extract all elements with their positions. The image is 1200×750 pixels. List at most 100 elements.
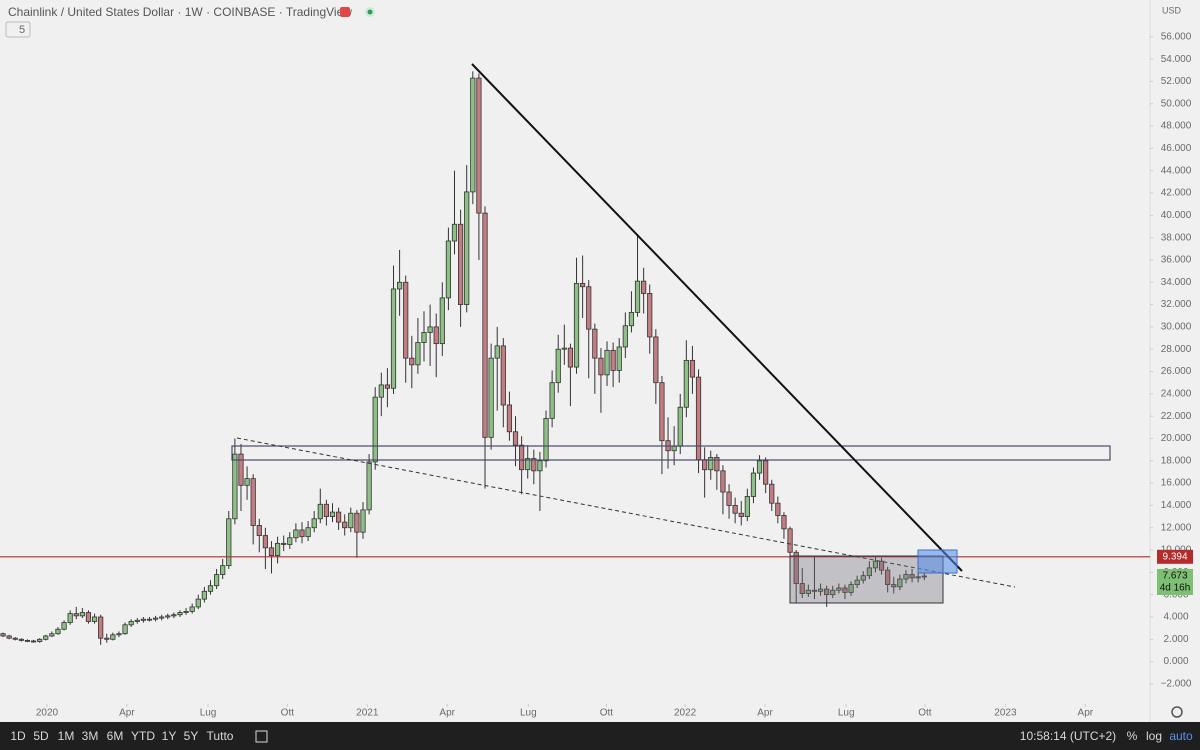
target-box — [917, 549, 958, 574]
candle-body — [281, 542, 287, 545]
y-tick-label: 14.000 — [1161, 500, 1192, 511]
candle-body — [458, 223, 464, 305]
candle-body — [335, 511, 342, 523]
y-tick-label: 30.000 — [1161, 322, 1192, 333]
candle-body — [842, 587, 848, 593]
candle-body — [24, 640, 31, 642]
settings-gear[interactable] — [1171, 706, 1183, 718]
candle-body — [860, 575, 866, 581]
candle-body — [824, 588, 830, 596]
candle-body — [580, 282, 586, 288]
range-button[interactable]: 3M — [82, 729, 99, 743]
candle-body — [647, 293, 653, 338]
candle-body — [104, 637, 110, 640]
candle-body — [43, 635, 49, 640]
y-tick-label: 2.000 — [1163, 634, 1188, 645]
candle-body — [317, 503, 323, 520]
range-button[interactable]: 1Y — [162, 729, 177, 743]
indicator-badge[interactable] — [5, 21, 31, 38]
axis-option[interactable]: auto — [1169, 729, 1193, 743]
candle-body — [622, 325, 628, 348]
x-tick-label: Apr — [439, 708, 455, 719]
candle-body — [866, 567, 872, 577]
candle-body — [61, 622, 67, 630]
candle-body — [232, 453, 238, 520]
range-button[interactable]: 5Y — [184, 729, 199, 743]
range-button[interactable]: 6M — [107, 729, 124, 743]
x-tick-label: Ott — [600, 708, 614, 719]
candle-body — [262, 535, 268, 549]
candle-body — [872, 560, 879, 569]
candle-body — [512, 431, 519, 446]
date-range-icon[interactable] — [255, 730, 268, 743]
range-button[interactable]: YTD — [131, 729, 155, 743]
x-tick-label: Lug — [520, 708, 537, 719]
candle-body — [171, 614, 177, 617]
range-button[interactable]: Tutto — [207, 729, 234, 743]
candle-body — [567, 347, 574, 368]
candle-body — [305, 527, 311, 538]
x-tick-label: 2022 — [674, 708, 697, 719]
candle-body — [775, 502, 781, 516]
candle-body — [500, 345, 506, 406]
y-tick-label: 26.000 — [1161, 366, 1192, 377]
candle-body — [329, 511, 336, 517]
candle-body — [671, 445, 677, 452]
candle-body — [561, 347, 567, 350]
candle-body — [128, 621, 134, 626]
candle-body — [573, 282, 580, 368]
candle-body — [378, 384, 384, 398]
candle-body — [30, 640, 37, 643]
candle-body — [256, 525, 262, 536]
candle-body — [299, 529, 305, 538]
range-button[interactable]: 1D — [10, 729, 26, 743]
candle-body — [769, 483, 775, 504]
alert-flag[interactable] — [340, 7, 350, 17]
candle-body — [598, 357, 604, 376]
candle-body — [146, 618, 153, 621]
y-tick-label: 38.000 — [1161, 232, 1192, 243]
candle-body — [799, 583, 805, 594]
candle-body — [830, 589, 836, 596]
candle-body — [464, 191, 470, 305]
axis-option[interactable]: % — [1127, 729, 1138, 743]
candle-body — [506, 404, 513, 433]
y-tick-label: 40.000 — [1161, 210, 1192, 221]
candle-body — [848, 584, 854, 593]
candle-body — [781, 515, 787, 530]
candle-body — [110, 634, 116, 640]
y-tick-label: 42.000 — [1161, 188, 1192, 199]
candle-body — [555, 348, 561, 384]
y-tick-label: 4.000 — [1163, 612, 1188, 623]
candle-body — [366, 461, 372, 511]
candle-body — [55, 628, 61, 635]
currency-label[interactable]: USD — [1162, 5, 1182, 15]
x-tick-label: Lug — [200, 708, 217, 719]
candle-body — [207, 585, 214, 592]
candle-body — [67, 613, 73, 623]
candle-body — [854, 579, 860, 586]
y-tick-label: 24.000 — [1161, 388, 1192, 399]
candle-body — [756, 460, 763, 474]
candle-body — [470, 77, 476, 193]
candle-body — [915, 576, 921, 579]
candle-body — [287, 537, 293, 545]
candle-body — [116, 633, 122, 636]
candle-body — [85, 612, 92, 622]
candle-body — [0, 633, 6, 637]
candle-body — [543, 417, 549, 462]
last-price-bg — [1157, 568, 1193, 595]
candle-body — [885, 569, 891, 586]
candle-body — [140, 618, 146, 621]
alert-label: 9.394 — [1162, 551, 1187, 562]
candle-body — [238, 453, 244, 486]
range-button[interactable]: 5D — [33, 729, 49, 743]
axis-option[interactable]: log — [1146, 729, 1162, 743]
range-button[interactable]: 1M — [58, 729, 75, 743]
x-tick-label: 2021 — [356, 708, 379, 719]
candle-body — [293, 529, 299, 539]
candle-body — [634, 280, 641, 313]
y-tick-label: 54.000 — [1161, 54, 1192, 65]
candle-body — [811, 589, 818, 592]
candle-body — [360, 509, 366, 533]
